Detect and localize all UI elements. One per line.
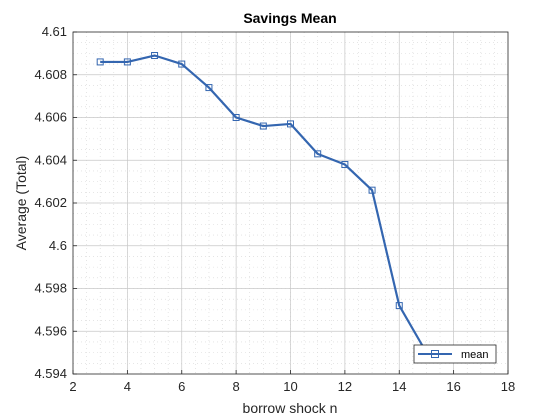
y-tick-label: 4.6 [49,238,67,253]
legend-box [413,344,497,364]
y-tick-label: 4.604 [34,152,67,167]
y-tick-label: 4.598 [34,281,67,296]
x-axis-label: borrow shock n [243,400,338,416]
x-tick-label: 2 [69,379,76,394]
data-point-marker [259,122,267,130]
data-point-marker [123,58,131,66]
x-axis-ticks: 2 4 6 8 10 12 14 16 18 [69,370,515,394]
x-tick-label: 16 [446,379,460,394]
x-tick-label: 12 [338,379,352,394]
y-axis-label: Average (Total) [13,156,29,251]
data-point-marker [205,84,213,92]
y-tick-label: 4.594 [34,366,67,381]
chart-title: Savings Mean [243,10,336,26]
major-grid [73,32,508,374]
y-tick-label: 4.608 [34,67,67,82]
legend-label: mean [461,349,489,361]
y-tick-label: 4.61 [42,24,67,39]
y-tick-label: 4.606 [34,110,67,125]
y-tick-label: 4.602 [34,195,67,210]
legend-marker [431,350,439,358]
x-tick-label: 6 [178,379,185,394]
x-tick-label: 10 [283,379,297,394]
y-axis-ticks: 4.594 4.596 4.598 4.6 4.602 4.604 4.606 4.608 4.… [34,24,77,381]
data-point-marker [314,150,322,158]
x-tick-label: 8 [233,379,240,394]
x-tick-label: 18 [501,379,515,394]
data-point-marker [178,60,186,68]
legend: mean [413,344,497,364]
x-tick-label: 4 [124,379,131,394]
x-tick-label: 14 [392,379,406,394]
data-point-marker [287,120,294,128]
y-tick-label: 4.596 [34,323,67,338]
data-point-marker [395,302,403,310]
data-point-marker [368,186,376,194]
data-point-marker [151,52,159,60]
data-point-marker [232,114,240,121]
data-point-marker [96,58,104,66]
data-point-marker [341,161,349,169]
series-line-mean [100,54,482,361]
